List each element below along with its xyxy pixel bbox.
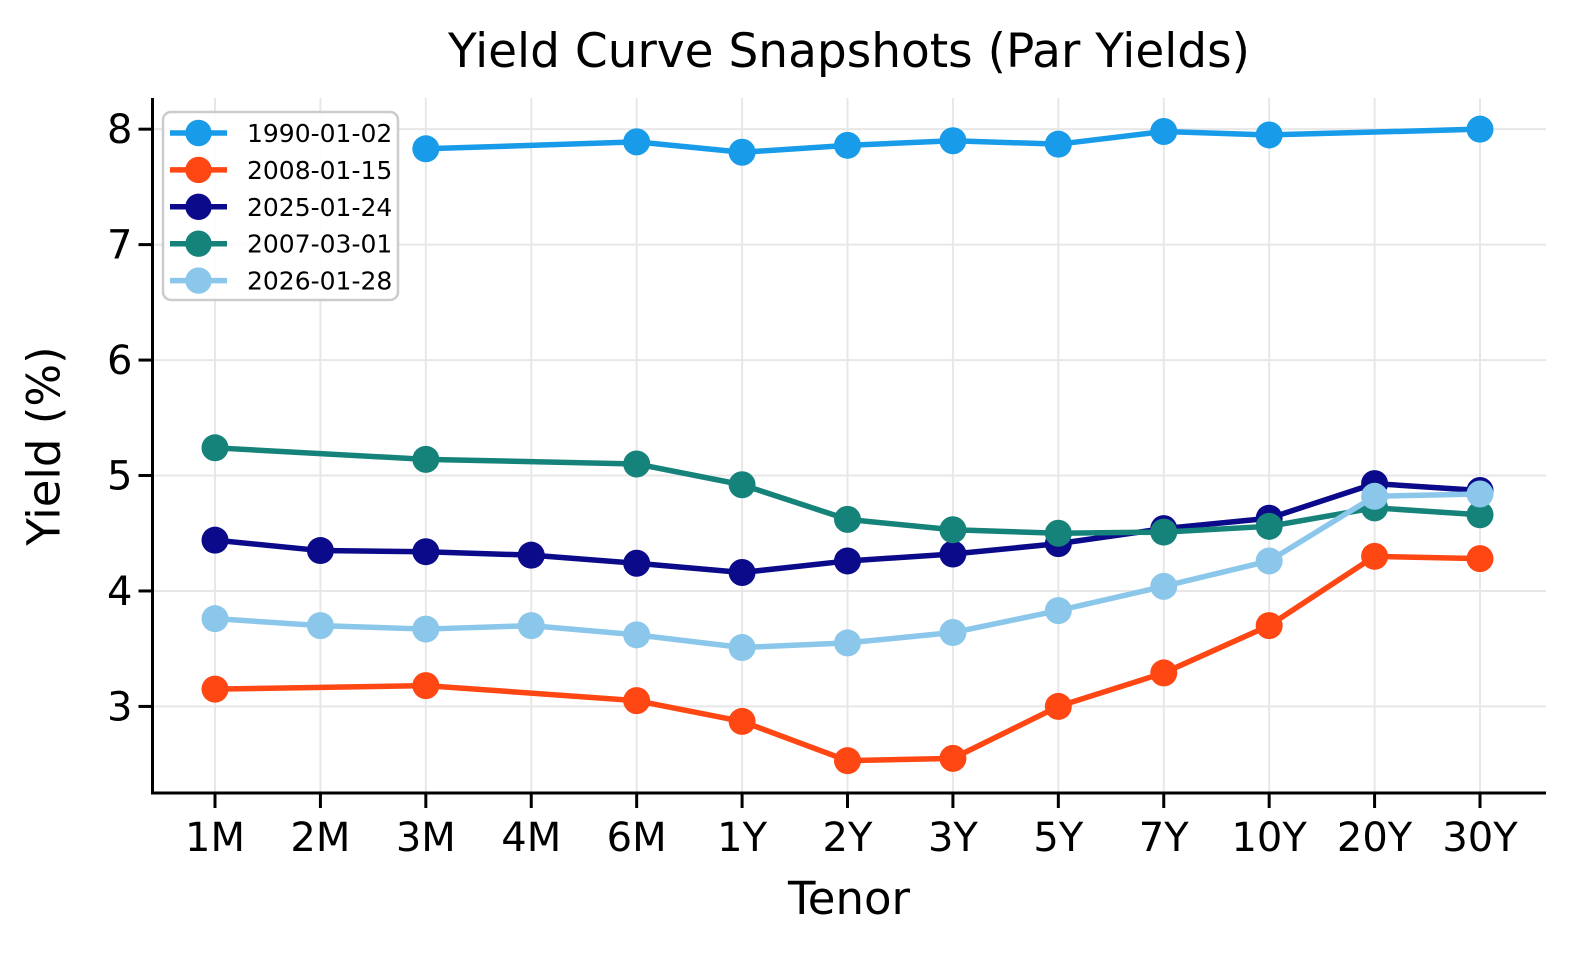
x-tick-label: 1M: [185, 815, 245, 861]
data-point-2007-03-01: [1044, 519, 1072, 547]
data-point-2026-01-28: [1361, 482, 1389, 510]
data-point-2025-01-24: [939, 540, 967, 568]
data-point-2025-01-24: [306, 537, 334, 565]
y-tick-label: 5: [107, 454, 132, 500]
chart-title: Yield Curve Snapshots (Par Yields): [448, 24, 1250, 79]
data-point-2026-01-28: [1044, 597, 1072, 625]
data-point-1990-01-02: [1150, 117, 1178, 145]
data-point-2026-01-28: [1150, 572, 1178, 600]
data-point-2026-01-28: [834, 629, 861, 657]
legend-label: 2025-01-24: [247, 193, 392, 222]
legend-marker-dot: [185, 267, 212, 294]
x-tick-label: 10Y: [1231, 815, 1307, 861]
data-point-2008-01-15: [939, 744, 967, 772]
x-tick-label: 2M: [290, 815, 350, 861]
legend-label: 2026-01-28: [247, 267, 392, 296]
y-tick-label: 3: [107, 684, 132, 730]
data-point-2008-01-15: [728, 707, 756, 735]
legend-box: [161, 110, 400, 302]
data-point-2026-01-28: [306, 612, 334, 640]
data-point-2026-01-28: [201, 605, 229, 633]
data-point-2008-01-15: [1361, 542, 1389, 570]
data-point-2007-03-01: [1466, 501, 1494, 529]
y-axis-label: Yield (%): [17, 346, 71, 546]
data-point-2007-03-01: [412, 445, 440, 473]
data-point-1990-01-02: [1255, 121, 1283, 149]
data-point-2008-01-15: [1150, 659, 1178, 687]
legend-label: 2008-01-15: [247, 156, 392, 185]
data-point-2026-01-28: [412, 615, 440, 643]
data-point-2007-03-01: [1255, 512, 1283, 540]
data-point-2026-01-28: [1466, 480, 1494, 508]
data-point-2007-03-01: [939, 516, 967, 544]
data-point-2008-01-15: [1255, 612, 1283, 640]
legend-marker-dot: [185, 230, 212, 257]
data-point-2026-01-28: [517, 612, 545, 640]
x-tick-label: 7Y: [1139, 815, 1189, 861]
data-point-1990-01-02: [1044, 130, 1072, 158]
y-tick-label: 7: [107, 223, 132, 269]
data-point-1990-01-02: [623, 128, 651, 156]
data-point-2008-01-15: [412, 672, 440, 700]
data-point-1990-01-02: [939, 127, 967, 155]
data-point-2008-01-15: [1044, 692, 1072, 720]
data-point-2025-01-24: [517, 541, 545, 569]
y-tick-label: 4: [107, 569, 132, 615]
x-tick-label: 30Y: [1442, 815, 1518, 861]
data-point-2008-01-15: [834, 747, 861, 775]
y-tick-label: 8: [107, 107, 132, 153]
data-point-2026-01-28: [728, 634, 756, 662]
data-point-2026-01-28: [1255, 547, 1283, 575]
legend-marker-dot: [185, 156, 212, 184]
data-point-2007-03-01: [623, 450, 651, 478]
legend-label: 1990-01-02: [247, 119, 392, 148]
legend-marker-dot: [185, 193, 212, 220]
data-point-1990-01-02: [728, 138, 756, 166]
data-point-2007-03-01: [201, 434, 229, 462]
data-point-1990-01-02: [1466, 115, 1494, 143]
data-point-2007-03-01: [728, 471, 756, 499]
data-point-2008-01-15: [1466, 545, 1494, 573]
x-tick-label: 1Y: [717, 815, 767, 861]
data-point-2025-01-24: [728, 558, 756, 586]
data-point-2025-01-24: [201, 526, 229, 554]
data-point-1990-01-02: [412, 135, 440, 163]
x-tick-label: 4M: [501, 815, 561, 861]
x-tick-label: 6M: [607, 815, 667, 861]
legend-marker-dot: [185, 119, 212, 147]
data-point-1990-01-02: [834, 131, 861, 159]
x-tick-label: 20Y: [1337, 815, 1413, 861]
data-point-2025-01-24: [412, 538, 440, 566]
x-axis-label: Tenor: [787, 872, 911, 925]
data-point-2007-03-01: [834, 505, 861, 533]
data-point-2025-01-24: [834, 547, 861, 575]
y-tick-label: 6: [107, 338, 132, 384]
x-tick-label: 5Y: [1033, 815, 1083, 861]
data-point-2026-01-28: [623, 621, 651, 649]
data-point-2008-01-15: [623, 687, 651, 715]
data-point-2025-01-24: [623, 549, 651, 577]
data-point-2007-03-01: [1150, 518, 1178, 546]
x-tick-label: 2Y: [823, 815, 873, 861]
data-point-2008-01-15: [201, 675, 229, 703]
data-point-2026-01-28: [939, 619, 967, 647]
x-tick-label: 3M: [396, 815, 456, 861]
legend-label: 2007-03-01: [247, 230, 392, 259]
x-tick-label: 3Y: [928, 815, 978, 861]
